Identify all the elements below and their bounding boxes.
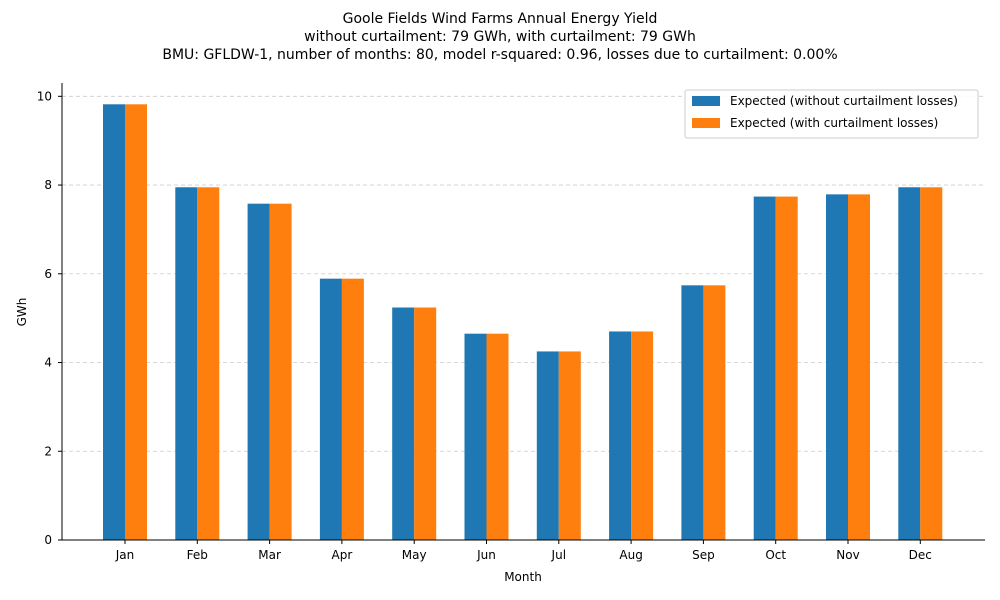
y-tick-label: 8 (44, 178, 52, 192)
chart-subtitle-line-1: without curtailment: 79 GWh, with curtai… (304, 29, 696, 45)
x-tick-label-dec: Dec (909, 548, 932, 562)
bar-with-curtailment-sep (703, 285, 726, 540)
y-tick-label: 2 (44, 444, 52, 458)
legend-label-with-curtailment: Expected (with curtailment losses) (730, 116, 938, 130)
bar-with-curtailment-nov (848, 194, 870, 540)
y-tick-label: 10 (37, 89, 52, 103)
chart-subtitle-line-2: BMU: GFLDW-1, number of months: 80, mode… (162, 47, 838, 63)
bar-with-curtailment-oct (775, 196, 798, 540)
x-tick-label-nov: Nov (836, 548, 859, 562)
x-tick-label-jun: Jun (476, 548, 496, 562)
bar-with-curtailment-jul (558, 351, 581, 540)
bar-without-curtailment-aug (609, 331, 632, 540)
y-tick-label: 6 (44, 267, 52, 281)
x-tick-label-mar: Mar (258, 548, 281, 562)
bars (103, 104, 943, 541)
bar-without-curtailment-sep (681, 285, 704, 540)
chart-title-block: Goole Fields Wind Farms Annual Energy Yi… (0, 10, 1000, 64)
bar-with-curtailment-may (414, 307, 437, 540)
bar-with-curtailment-dec (920, 187, 943, 541)
bar-without-curtailment-apr (319, 278, 342, 540)
bar-without-curtailment-jun (464, 333, 487, 540)
bar-without-curtailment-mar (247, 203, 270, 540)
y-axis-label: GWh (15, 298, 29, 327)
legend-frame (684, 89, 979, 139)
legend-swatch-without-curtailment (692, 96, 720, 106)
bar-without-curtailment-jul (536, 351, 559, 540)
legend: Expected (without curtailment losses) Ex… (684, 89, 979, 139)
x-tick-label-sep: Sep (692, 548, 715, 562)
y-tick-label: 4 (44, 356, 52, 370)
y-tick-label: 0 (44, 533, 52, 547)
x-tick-label-jan: Jan (115, 548, 135, 562)
x-tick-label-apr: Apr (332, 548, 353, 562)
bar-without-curtailment-jan (103, 104, 125, 540)
legend-swatch-with-curtailment (692, 118, 720, 128)
chart-title: Goole Fields Wind Farms Annual Energy Yi… (342, 11, 658, 27)
bar-with-curtailment-jun (486, 333, 509, 540)
bar-with-curtailment-aug (631, 331, 654, 540)
x-tick-label-jul: Jul (551, 548, 566, 562)
x-axis-label: Month (504, 570, 542, 584)
bar-with-curtailment-mar (269, 203, 292, 540)
x-tick-label-feb: Feb (187, 548, 208, 562)
bar-with-curtailment-feb (197, 187, 220, 541)
x-tick-label-aug: Aug (619, 548, 642, 562)
bar-without-curtailment-nov (826, 194, 848, 540)
bar-without-curtailment-may (392, 307, 415, 540)
bar-with-curtailment-apr (341, 278, 364, 540)
bar-without-curtailment-feb (175, 187, 198, 541)
legend-label-without-curtailment: Expected (without curtailment losses) (730, 94, 958, 108)
x-tick-label-may: May (402, 548, 427, 562)
bar-without-curtailment-dec (898, 187, 921, 541)
axes: 0 2 4 6 8 10 Jan Feb Mar Apr May Jun Jul Aug Sep Oct Nov… (37, 83, 985, 562)
bar-without-curtailment-oct (753, 196, 776, 540)
x-tick-label-oct: Oct (765, 548, 786, 562)
bar-with-curtailment-jan (125, 104, 147, 540)
